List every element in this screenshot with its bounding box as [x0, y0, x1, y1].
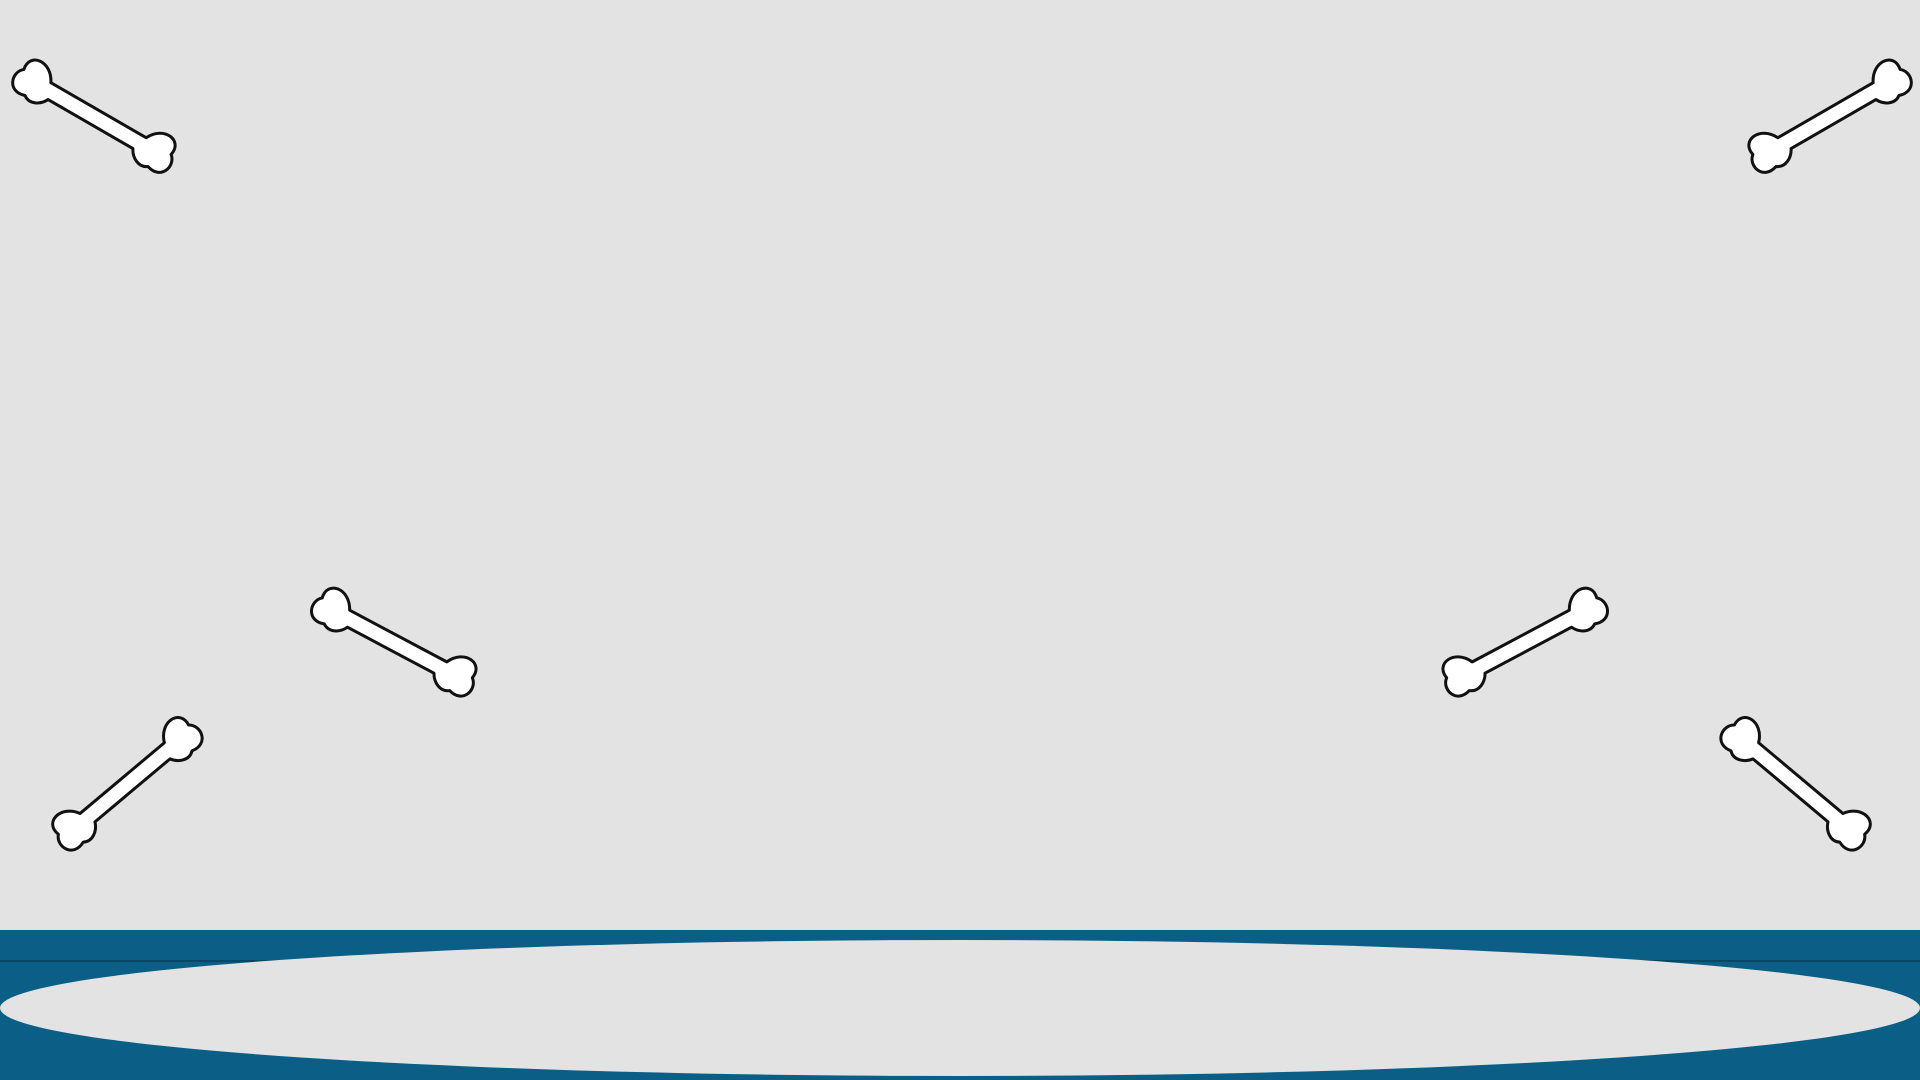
bone-icon — [266, 516, 523, 773]
bone-icon — [1661, 651, 1920, 919]
bone-icon — [0, 651, 262, 919]
bone-icon — [0, 0, 224, 248]
floor-spotlight — [0, 940, 1920, 1076]
bone-icon — [1700, 0, 1920, 248]
bone-icon — [1397, 516, 1654, 773]
